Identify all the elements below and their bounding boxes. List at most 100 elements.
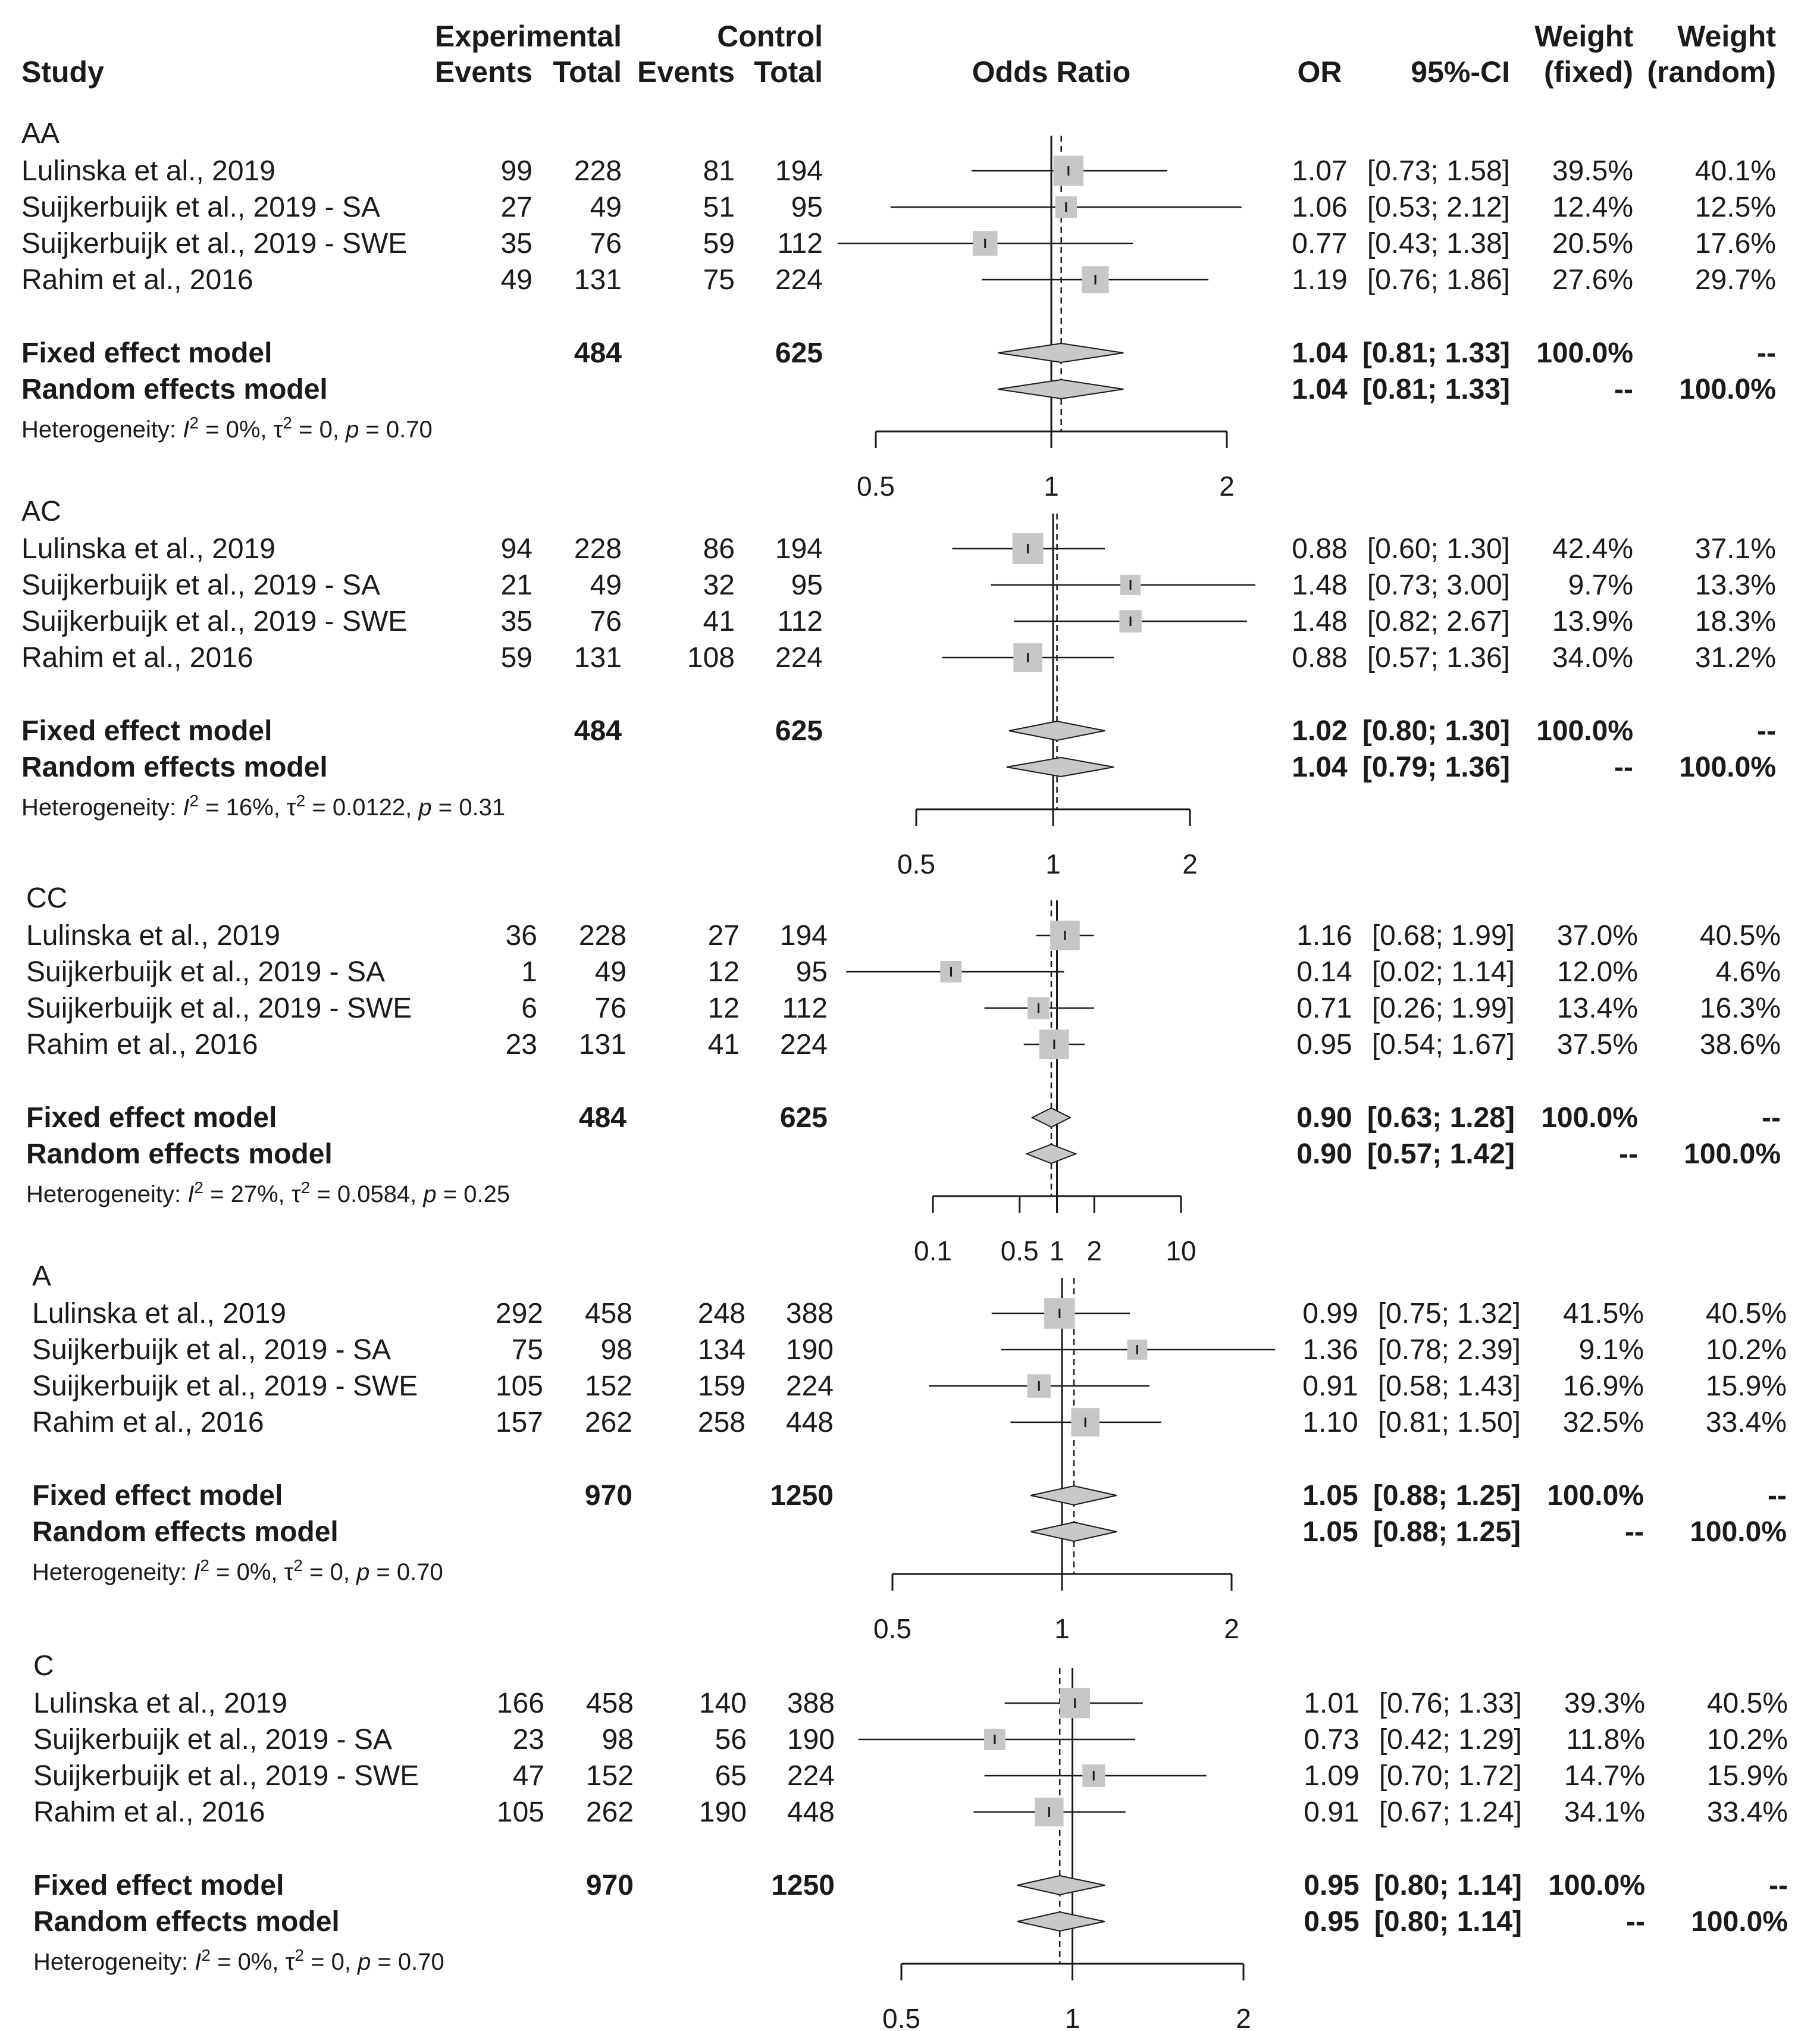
fixed-effect-model-diamond <box>1017 1874 1105 1896</box>
control-total: 224 <box>780 1029 828 1060</box>
random-effects-model-label: Random effects model <box>21 374 328 405</box>
weight-fixed: 37.5% <box>1557 1029 1638 1060</box>
experimental-total: 228 <box>579 920 626 952</box>
panel-ac: AC Lulinska et al., 2019 94 228 86 194 0.88 [0.… <box>21 496 1776 880</box>
weight-fixed: 13.4% <box>1557 993 1638 1024</box>
fixed-effect-model: Fixed effect model 970 1250 0.95 [0.80; 1.14… <box>33 1870 1788 1901</box>
study-name: Rahim et al., 2016 <box>26 1029 258 1060</box>
header-weight-fixed-1: Weight <box>1534 20 1633 53</box>
fixed-effect-model-or: 0.95 <box>1304 1870 1359 1901</box>
ci-value: [0.67; 1.24] <box>1379 1797 1522 1828</box>
fixed-effect-model-label: Fixed effect model <box>21 715 272 747</box>
x-tick-label: 2 <box>1224 1613 1239 1644</box>
experimental-events: 157 <box>496 1407 543 1438</box>
weight-random: 40.5% <box>1706 1298 1787 1329</box>
experimental-events: 105 <box>497 1797 544 1828</box>
or-value: 1.10 <box>1302 1407 1358 1438</box>
fixed-effect-model-diamond <box>1030 1107 1072 1128</box>
heterogeneity-text: Heterogeneity: I2 = 27%, τ2 = 0.0584, p … <box>26 1178 510 1208</box>
weight-fixed: 41.5% <box>1563 1298 1644 1329</box>
experimental-events: 47 <box>513 1760 544 1792</box>
random-effects-model-ci: [0.79; 1.36] <box>1362 752 1510 783</box>
panel-c: C Lulinska et al., 2019 166 458 140 388 1.01 [0… <box>33 1650 1788 2031</box>
x-axis: 0.1 0.5 1 2 10 <box>914 1195 1196 1266</box>
control-events: 86 <box>703 533 735 565</box>
fixed-effect-model-weight-random: -- <box>1769 1870 1788 1901</box>
random-effects-model-weight-random: 100.0% <box>1679 374 1776 405</box>
fixed-effect-model: Fixed effect model 484 625 1.02 [0.80; 1.30]… <box>21 715 1776 747</box>
random-effects-model: Random effects model 1.05 [0.88; 1.25] -- 10… <box>32 1516 1787 1548</box>
study-name: Rahim et al., 2016 <box>33 1797 265 1828</box>
study-name: Suijkerbuijk et al., 2019 - SWE <box>32 1370 418 1402</box>
control-events: 32 <box>703 569 735 601</box>
random-effects-model-weight-fixed: -- <box>1614 752 1633 783</box>
control-events: 140 <box>699 1688 747 1719</box>
or-value: 1.19 <box>1292 264 1347 296</box>
weight-fixed: 9.7% <box>1568 569 1633 601</box>
weight-random: 15.9% <box>1706 1370 1787 1402</box>
fixed-effect-model-weight-fixed: 100.0% <box>1547 1480 1644 1511</box>
control-events: 51 <box>703 192 735 223</box>
ci-value: [0.02; 1.14] <box>1372 956 1515 988</box>
panel-cc: CC Lulinska et al., 2019 36 228 27 194 1.16 [0.… <box>26 883 1781 1266</box>
fixed-effect-model-experimental-total: 484 <box>574 715 622 747</box>
study-row: Suijkerbuijk et al., 2019 - SWE 47 152 65 22… <box>33 1760 1788 1792</box>
study-name: Suijkerbuijk et al., 2019 - SWE <box>33 1760 419 1792</box>
experimental-total: 458 <box>585 1298 632 1329</box>
section-label: CC <box>26 883 67 914</box>
ci-value: [0.42; 1.29] <box>1379 1724 1522 1755</box>
weight-fixed: 39.3% <box>1564 1688 1645 1719</box>
random-effects-model-or: 1.04 <box>1292 374 1348 405</box>
control-total: 448 <box>787 1797 835 1828</box>
control-events: 248 <box>698 1298 745 1329</box>
study-row: Suijkerbuijk et al., 2019 - SA 21 49 32 95 1.… <box>21 569 1776 601</box>
fixed-effect-model-ci: [0.88; 1.25] <box>1373 1480 1521 1511</box>
fixed-effect-model-control-total: 1250 <box>771 1870 835 1901</box>
study-row: Suijkerbuijk et al., 2019 - SWE 6 76 12 112 0… <box>26 993 1781 1024</box>
fixed-effect-model-diamond <box>1008 720 1105 741</box>
x-axis: 0.5 1 2 <box>897 808 1198 880</box>
section-label: A <box>32 1260 51 1292</box>
or-value: 0.95 <box>1296 1029 1352 1060</box>
experimental-events: 1 <box>521 956 537 988</box>
weight-random: 33.4% <box>1706 1407 1787 1438</box>
study-name: Lulinska et al., 2019 <box>21 533 275 565</box>
ci-value: [0.76; 1.33] <box>1379 1688 1522 1719</box>
x-axis: 0.5 1 2 <box>882 1963 1251 2031</box>
study-name: Suijkerbuijk et al., 2019 - SA <box>32 1334 391 1366</box>
weight-fixed: 20.5% <box>1552 228 1633 259</box>
control-total: 224 <box>786 1370 834 1402</box>
study-row: Suijkerbuijk et al., 2019 - SA 23 98 56 190 0… <box>33 1724 1788 1755</box>
study-row: Rahim et al., 2016 59 131 108 224 0.88 [0.57; … <box>21 642 1776 674</box>
ci-value: [0.78; 2.39] <box>1378 1334 1521 1366</box>
fixed-effect-model-diamond <box>1030 1485 1117 1506</box>
random-effects-model-weight-random: 100.0% <box>1690 1516 1787 1548</box>
fixed-effect-model-or: 1.04 <box>1292 337 1348 369</box>
panel-aa: AA Lulinska et al., 2019 99 228 81 194 1.07 [0.… <box>21 118 1776 502</box>
weight-random: 33.4% <box>1707 1797 1788 1828</box>
x-tick-label: 0.5 <box>1001 1235 1039 1266</box>
control-total: 224 <box>775 642 823 674</box>
experimental-events: 23 <box>506 1029 537 1060</box>
weight-random: 29.7% <box>1695 264 1776 296</box>
weight-random: 13.3% <box>1695 569 1776 601</box>
x-tick-label: 1 <box>1065 2003 1080 2031</box>
or-value: 0.73 <box>1304 1724 1359 1755</box>
random-effects-model: Random effects model 0.90 [0.57; 1.42] -- 10… <box>26 1138 1781 1170</box>
control-events: 27 <box>708 920 740 952</box>
experimental-total: 76 <box>590 606 622 637</box>
fixed-effect-model-or: 1.02 <box>1292 715 1347 747</box>
study-name: Suijkerbuijk et al., 2019 - SA <box>26 956 385 988</box>
ci-value: [0.75; 1.32] <box>1378 1298 1521 1329</box>
weight-random: 12.5% <box>1695 192 1776 223</box>
weight-fixed: 16.9% <box>1563 1370 1644 1402</box>
control-total: 112 <box>777 228 823 259</box>
study-row: Suijkerbuijk et al., 2019 - SWE 105 152 159… <box>32 1370 1787 1402</box>
control-events: 108 <box>687 642 735 674</box>
ci-value: [0.43; 1.38] <box>1367 228 1510 259</box>
or-value: 1.06 <box>1292 192 1347 223</box>
header-control: Control <box>717 20 823 53</box>
panel-a: A Lulinska et al., 2019 292 458 248 388 0.99 [0… <box>32 1260 1787 1644</box>
experimental-total: 76 <box>590 228 622 259</box>
control-total: 95 <box>791 192 823 223</box>
